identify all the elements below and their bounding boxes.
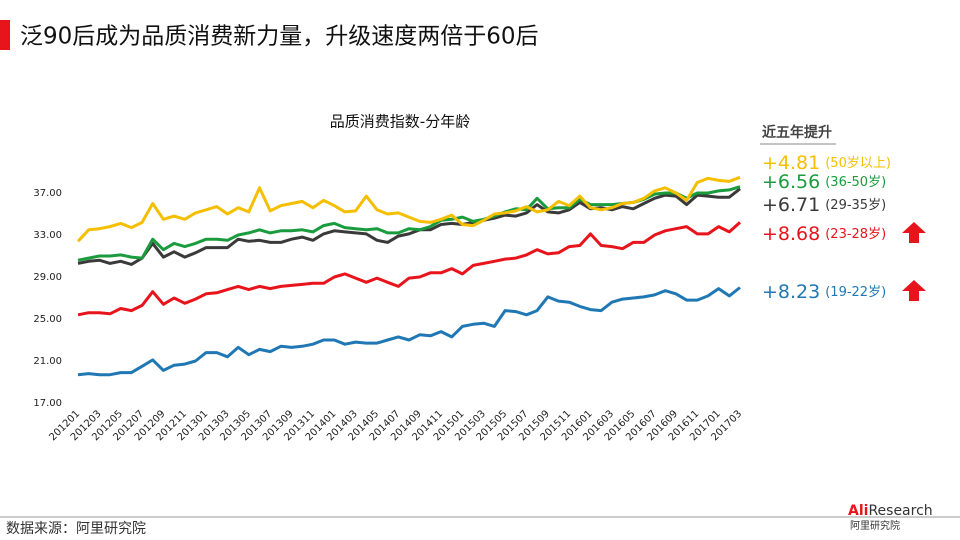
y-tick-label: 33.00	[33, 230, 62, 241]
slide-title: 泛90后成为品质消费新力量，升级速度两倍于60后	[20, 24, 539, 50]
legend-entry: +8.68 (23-28岁)	[762, 223, 886, 245]
legend-entry: +4.81 (50岁以上)	[762, 152, 891, 174]
up-arrow	[902, 222, 926, 243]
legend-title: 近五年提升	[762, 124, 832, 141]
logo-main: Research	[868, 503, 932, 519]
series-line	[77, 185, 741, 262]
y-tick-label: 37.00	[33, 188, 62, 199]
change-label: +4.81	[762, 152, 820, 174]
series-line	[77, 286, 741, 377]
legend-entry: +6.56 (36-50岁)	[762, 171, 886, 193]
up-arrow	[902, 280, 926, 301]
change-label: +8.23	[762, 281, 820, 303]
series-name: (36-50岁)	[825, 175, 886, 190]
legend-entry: +6.71 (29-35岁)	[762, 194, 886, 216]
y-tick-label: 29.00	[33, 272, 62, 283]
change-label: +6.56	[762, 171, 820, 193]
logo-sub: 阿里研究院	[850, 519, 900, 532]
series-name: (23-28岁)	[825, 227, 886, 242]
source-note: 数据来源：阿里研究院	[6, 521, 146, 537]
change-label: +6.71	[762, 194, 820, 216]
series-line	[77, 221, 741, 317]
series-name: (50岁以上)	[825, 156, 891, 171]
chart-title: 品质消费指数-分年龄	[330, 113, 470, 131]
series-line	[77, 187, 741, 266]
y-tick-label: 17.00	[33, 398, 62, 409]
series-name: (29-35岁)	[825, 198, 886, 213]
legend-entry: +8.23 (19-22岁)	[762, 281, 886, 303]
series-name: (19-22岁)	[825, 285, 886, 300]
logo: AliResearch	[848, 503, 933, 519]
logo-prefix: Ali	[848, 503, 868, 519]
y-tick-label: 25.00	[33, 314, 62, 325]
series-line	[76, 175, 741, 243]
change-label: +8.68	[762, 223, 820, 245]
title-accent	[0, 20, 10, 50]
y-tick-label: 21.00	[33, 356, 62, 367]
